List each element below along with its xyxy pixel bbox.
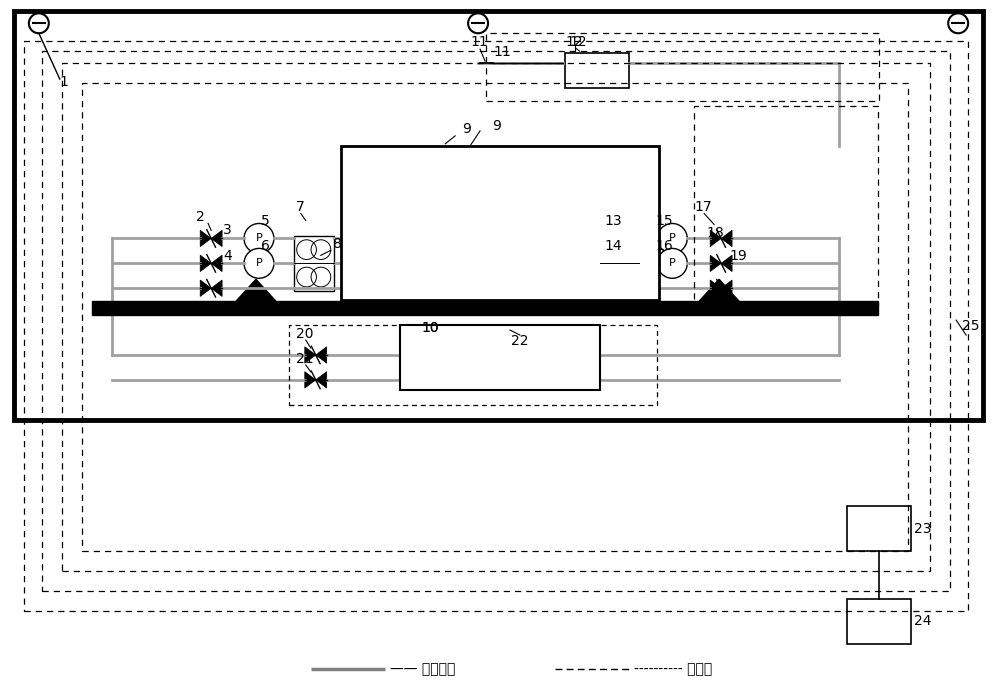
Bar bbox=[62, 63, 930, 571]
Circle shape bbox=[244, 223, 274, 253]
Bar bbox=[486, 34, 879, 101]
Text: 6: 6 bbox=[261, 239, 270, 253]
Polygon shape bbox=[710, 255, 721, 272]
Polygon shape bbox=[721, 255, 732, 272]
Text: 10: 10 bbox=[421, 321, 439, 335]
Text: 18: 18 bbox=[706, 226, 724, 240]
Bar bbox=[82, 83, 908, 551]
Text: 9: 9 bbox=[493, 119, 501, 133]
Bar bbox=[289, 325, 657, 405]
Bar bbox=[294, 236, 334, 290]
Polygon shape bbox=[236, 279, 276, 301]
Text: 17: 17 bbox=[694, 199, 712, 213]
Text: 13: 13 bbox=[605, 214, 622, 228]
Bar bbox=[400, 325, 600, 390]
Text: 9: 9 bbox=[462, 122, 471, 136]
Text: 22: 22 bbox=[511, 334, 529, 348]
Polygon shape bbox=[710, 280, 721, 297]
Text: 8: 8 bbox=[333, 237, 342, 251]
Circle shape bbox=[657, 223, 687, 253]
Bar bbox=[565, 53, 629, 88]
Circle shape bbox=[657, 248, 687, 279]
Polygon shape bbox=[699, 279, 739, 301]
Text: 7: 7 bbox=[296, 199, 305, 213]
Text: 23: 23 bbox=[914, 522, 932, 536]
Text: 16: 16 bbox=[655, 239, 673, 253]
Circle shape bbox=[468, 13, 488, 34]
Text: 5: 5 bbox=[261, 214, 270, 228]
Text: 3: 3 bbox=[223, 223, 232, 237]
Text: 12: 12 bbox=[566, 35, 583, 49]
Text: 10: 10 bbox=[421, 321, 439, 335]
Polygon shape bbox=[211, 230, 222, 246]
Bar bbox=[341, 146, 659, 300]
Bar bbox=[42, 51, 950, 591]
Text: 25: 25 bbox=[962, 319, 980, 333]
Text: P: P bbox=[256, 233, 262, 244]
Text: ---------- 电联接: ---------- 电联接 bbox=[634, 662, 713, 676]
Polygon shape bbox=[211, 255, 222, 272]
Polygon shape bbox=[200, 230, 211, 246]
Text: 12: 12 bbox=[570, 35, 587, 49]
Text: 14: 14 bbox=[605, 239, 622, 253]
Polygon shape bbox=[316, 346, 327, 363]
Text: 11: 11 bbox=[493, 46, 511, 60]
Polygon shape bbox=[200, 255, 211, 272]
Polygon shape bbox=[710, 230, 721, 246]
Bar bbox=[600, 236, 639, 290]
Text: 20: 20 bbox=[296, 327, 313, 341]
Polygon shape bbox=[211, 280, 222, 297]
Text: 1: 1 bbox=[60, 75, 69, 89]
Polygon shape bbox=[316, 372, 327, 388]
Text: 24: 24 bbox=[914, 615, 932, 629]
Text: 21: 21 bbox=[296, 352, 313, 366]
Polygon shape bbox=[305, 372, 316, 388]
Text: 19: 19 bbox=[729, 249, 747, 263]
Text: P: P bbox=[256, 258, 262, 268]
Bar bbox=[847, 506, 911, 551]
Polygon shape bbox=[721, 280, 732, 297]
Text: 15: 15 bbox=[655, 214, 673, 228]
Text: P: P bbox=[669, 258, 676, 268]
Circle shape bbox=[244, 248, 274, 279]
Polygon shape bbox=[92, 301, 878, 315]
Text: 2: 2 bbox=[196, 209, 205, 223]
Text: 11: 11 bbox=[470, 35, 488, 49]
Polygon shape bbox=[721, 230, 732, 246]
Text: P: P bbox=[669, 233, 676, 244]
Text: 4: 4 bbox=[223, 249, 232, 263]
Polygon shape bbox=[305, 346, 316, 363]
Bar bbox=[694, 106, 878, 305]
Bar bbox=[847, 599, 911, 644]
Bar bbox=[24, 41, 968, 611]
Circle shape bbox=[948, 13, 968, 34]
Circle shape bbox=[29, 13, 49, 34]
Text: —— 机械管路: —— 机械管路 bbox=[390, 662, 456, 676]
Polygon shape bbox=[200, 280, 211, 297]
Bar bbox=[14, 11, 983, 420]
